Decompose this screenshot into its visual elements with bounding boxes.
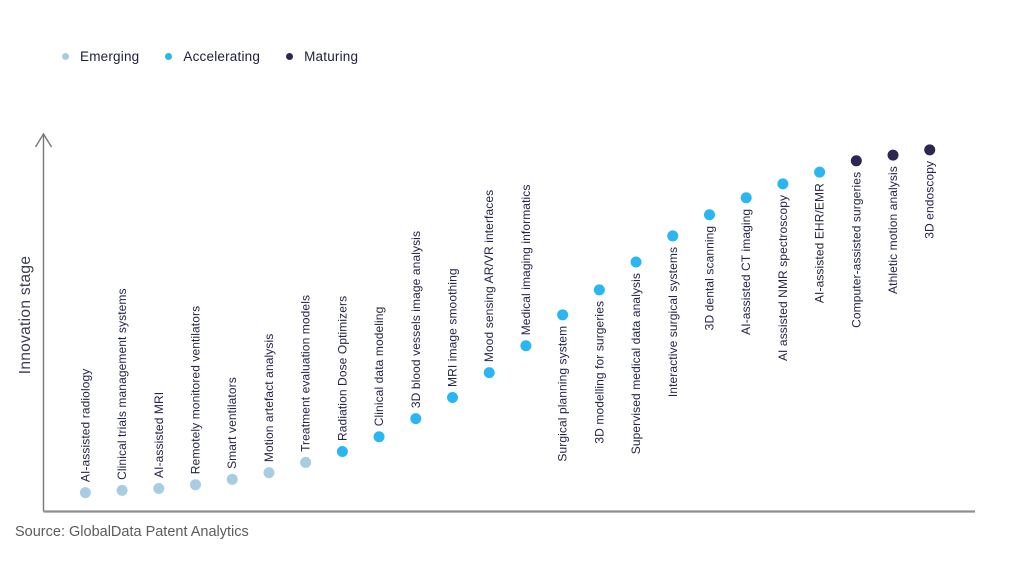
data-point-label: 3D blood vessels image analysis	[409, 231, 423, 408]
data-point-label: 3D modelling for surgeries	[592, 301, 606, 444]
data-point-label: AI-assisted MRI	[152, 392, 166, 478]
data-point-dot	[447, 391, 458, 403]
data-point-dot	[667, 230, 679, 242]
legend-label: Maturing	[304, 49, 359, 64]
data-point-dot	[887, 149, 899, 161]
data-point-label: AI assisted NMR spectroscopy	[776, 195, 790, 361]
data-point-dot	[263, 467, 275, 479]
data-point-dot	[740, 192, 752, 204]
data-point-label: Athletic motion analysis	[886, 166, 900, 294]
data-point-dot	[703, 209, 715, 221]
data-point-label: MRI image smoothing	[446, 268, 460, 387]
legend: Emerging Accelerating Maturing	[62, 49, 358, 64]
data-point-label: Supervised medical data analysis	[629, 273, 643, 454]
legend-item-maturing: Maturing	[286, 49, 358, 64]
data-point-dot	[593, 284, 605, 296]
data-point-dot	[777, 178, 789, 190]
legend-item-emerging: Emerging	[62, 49, 139, 64]
data-point-label: Interactive surgical systems	[666, 247, 680, 397]
data-point-dot	[483, 367, 495, 379]
legend-label: Emerging	[80, 49, 140, 64]
data-point-dot	[79, 487, 91, 499]
emerging-dot-icon	[62, 53, 69, 60]
data-point-dot	[850, 155, 862, 167]
y-axis-arrow-icon	[34, 132, 53, 148]
data-point-label: Surgical planning system	[556, 326, 570, 462]
data-point-dot	[153, 482, 165, 494]
data-point-dot	[226, 473, 238, 485]
data-point-label: Smart ventilators	[225, 377, 239, 469]
legend-label: Accelerating	[183, 49, 261, 64]
accelerating-dot-icon	[165, 53, 173, 60]
data-point-label: AI-assisted CT imaging	[739, 209, 753, 335]
data-point-label: Medical imaging informatics	[519, 185, 533, 336]
data-point-label: 3D endoscopy	[923, 161, 937, 239]
data-point-dot	[410, 413, 422, 425]
data-point-dot	[300, 456, 312, 468]
data-point-label: Clinical data modeling	[372, 307, 386, 427]
data-point-label: Computer-assisted surgeries	[849, 172, 863, 328]
data-point-label: AI-assisted EHR/EMR	[813, 183, 827, 303]
data-point-label: 3D dental scanning	[702, 226, 716, 331]
data-point-label: Clinical trials management systems	[115, 288, 129, 479]
data-point-label: Treatment evaluation models	[299, 295, 313, 452]
data-point-dot	[814, 166, 826, 178]
maturing-dot-icon	[286, 53, 294, 60]
data-point-label: Mood sensing AR/VR interfaces	[482, 190, 496, 362]
data-point-dot	[190, 479, 202, 491]
data-point-label: Remotely monitored ventilators	[189, 306, 203, 474]
data-point-dot	[373, 431, 385, 443]
data-point-dot	[336, 445, 348, 457]
data-point-dot	[520, 340, 532, 352]
source-note: Source: GlobalData Patent Analytics	[15, 524, 249, 540]
data-point-dot	[630, 256, 642, 268]
data-point-label: Radiation Dose Optimizers	[335, 296, 349, 441]
data-point-label: AI-assisted radiology	[78, 369, 92, 483]
data-point-dot	[116, 484, 128, 496]
data-point-dot	[924, 144, 936, 156]
legend-item-accelerating: Accelerating	[165, 49, 260, 64]
data-point-dot	[557, 309, 569, 321]
data-point-label: Motion artefact analysis	[262, 334, 276, 462]
